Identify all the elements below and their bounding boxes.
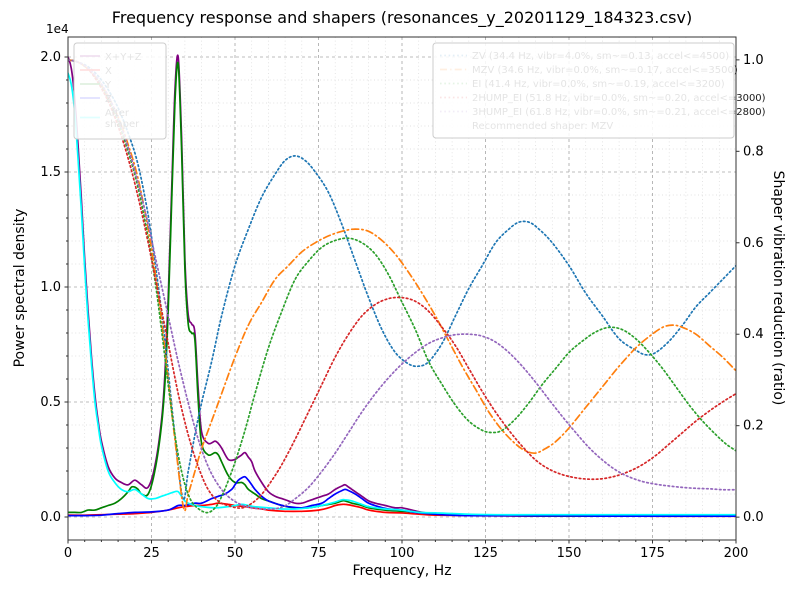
y-right-tick-label: 0.6 [743, 236, 764, 251]
series-after_shaper [68, 72, 736, 516]
axis-ticks [64, 56, 740, 544]
x-tick-label: 125 [473, 546, 498, 561]
y-axis-offset-label: 1e4 [46, 22, 69, 36]
x-tick-label: 100 [390, 546, 415, 561]
series-ZV [68, 59, 736, 501]
tick-labels: 0 25 50 75 100 125 150 175 200 0.0 0.5 1.0 1.5 2.0 0.0… [40, 50, 763, 561]
x-tick-label: 75 [310, 546, 327, 561]
x-tick-label: 0 [64, 546, 72, 561]
y-right-tick-label: 0.0 [743, 510, 764, 525]
x-tick-label: 25 [143, 546, 160, 561]
legend-psd-box [73, 42, 167, 140]
chart-title: Frequency response and shapers (resonanc… [111, 8, 693, 27]
legend-shapers-box [432, 42, 735, 139]
shaper-series [68, 59, 736, 514]
x-axis-label: Frequency, Hz [352, 563, 452, 579]
y-left-tick-label: 1.5 [40, 165, 61, 180]
series-y [68, 61, 736, 517]
x-tick-label: 200 [724, 546, 749, 561]
x-tick-label: 50 [227, 546, 244, 561]
y-left-tick-label: 2.0 [40, 50, 61, 65]
psd-series [68, 54, 736, 518]
y-left-tick-label: 1.0 [40, 280, 61, 295]
y-left-tick-label: 0.5 [40, 395, 61, 410]
y-right-tick-label: 1.0 [743, 53, 764, 68]
series-xyz [68, 54, 736, 517]
series-MZV [68, 59, 736, 512]
series-EI [68, 59, 736, 514]
series-2HUMP_EI [68, 59, 736, 509]
y-right-tick-label: 0.8 [743, 144, 764, 159]
x-tick-label: 150 [557, 546, 582, 561]
y-right-tick-label: 0.4 [743, 327, 764, 342]
y-right-tick-label: 0.2 [743, 419, 764, 434]
x-tick-label: 175 [640, 546, 665, 561]
y-left-tick-label: 0.0 [40, 510, 61, 525]
series-3HUMP_EI [68, 59, 736, 511]
